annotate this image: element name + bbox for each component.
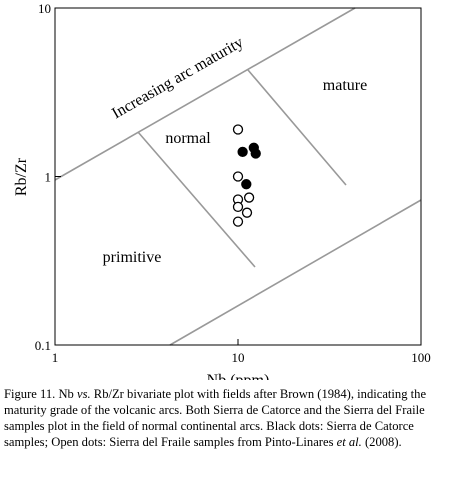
data-point xyxy=(241,179,252,190)
y-tick-label: 0.1 xyxy=(35,338,51,353)
field-boundaries xyxy=(54,7,422,346)
annotation: primitive xyxy=(103,249,162,266)
caption-text: vs. xyxy=(77,387,91,401)
data-point xyxy=(237,146,248,158)
field-line xyxy=(54,7,356,181)
field-line xyxy=(247,69,347,186)
data-point xyxy=(241,207,253,218)
data-point xyxy=(232,124,244,135)
data-point xyxy=(243,192,255,203)
chart: Increasing arc maturity normal mature pr… xyxy=(13,1,431,380)
x-tick-label: 10 xyxy=(232,350,245,365)
data-point xyxy=(232,201,244,213)
y-axis-label: Rb/Zr xyxy=(13,157,30,196)
x-axis-label: Nb (ppm) xyxy=(207,372,270,380)
annotation: mature xyxy=(323,77,367,94)
data-point xyxy=(232,216,244,227)
x-tick-label: 1 xyxy=(52,350,59,365)
caption-text: Rb/Zr bivariate plot with fields after B… xyxy=(4,387,427,449)
caption-text: Figure 11. Nb xyxy=(4,387,77,401)
annotation: normal xyxy=(165,130,211,147)
y-tick-label: 10 xyxy=(38,1,51,16)
caption-text: et al. xyxy=(336,435,362,449)
field-line xyxy=(137,131,256,268)
x-tick-label: 100 xyxy=(411,350,431,365)
field-line xyxy=(169,199,422,346)
y-tick-label: 1 xyxy=(45,170,52,185)
data-point xyxy=(250,148,261,159)
caption: Figure 11. Nb vs. Rb/Zr bivariate plot w… xyxy=(4,386,448,450)
data-point xyxy=(232,171,244,182)
caption-text: (2008). xyxy=(361,435,402,449)
